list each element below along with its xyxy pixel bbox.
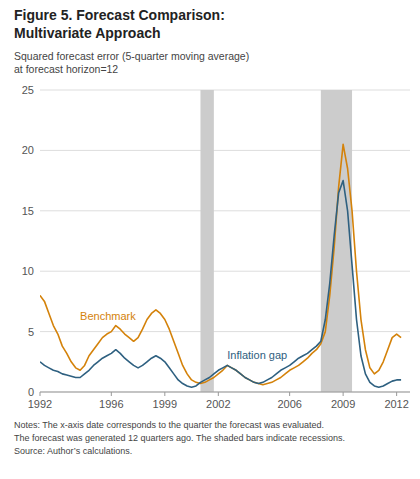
grid bbox=[40, 90, 410, 392]
y-tick-label: 15 bbox=[22, 205, 34, 217]
x-tick-label: 1992 bbox=[28, 398, 52, 410]
series-line bbox=[40, 144, 401, 384]
y-tick-label: 5 bbox=[28, 326, 34, 338]
note: Notes: The x-axis date corresponds to th… bbox=[14, 420, 324, 430]
x-tick bbox=[40, 392, 41, 396]
x-tick bbox=[343, 392, 344, 396]
series-label: Inflation gap bbox=[227, 349, 287, 361]
grid-line bbox=[40, 271, 410, 272]
x-tick bbox=[396, 392, 397, 396]
y-axis-label: Squared forecast error (5-quarter moving… bbox=[14, 50, 249, 62]
series-label: Benchmark bbox=[80, 310, 136, 322]
title: Figure 5. Forecast Comparison: bbox=[14, 7, 225, 23]
grid-line bbox=[40, 210, 410, 211]
grid-line bbox=[40, 90, 410, 91]
grid-line bbox=[40, 392, 410, 393]
x-tick bbox=[289, 392, 290, 396]
recession-band bbox=[200, 90, 213, 392]
chart: Figure 5. Forecast Comparison: Multivaria… bbox=[0, 0, 420, 479]
grid-line bbox=[40, 331, 410, 332]
y-tick-label: 25 bbox=[22, 84, 34, 96]
x-tick-label: 1996 bbox=[99, 398, 123, 410]
series-line bbox=[40, 181, 401, 388]
subtitle: Multivariate Approach bbox=[14, 25, 161, 41]
grid-line bbox=[40, 150, 410, 151]
x-tick-label: 2009 bbox=[331, 398, 355, 410]
note: The forecast was generated 12 quarters a… bbox=[14, 433, 345, 443]
x-tick-label: 2002 bbox=[206, 398, 230, 410]
x-tick-label: 1999 bbox=[153, 398, 177, 410]
x-tick bbox=[111, 392, 112, 396]
y-axis-label: at forecast horizon=12 bbox=[14, 63, 118, 75]
x-tick bbox=[218, 392, 219, 396]
y-tick-label: 20 bbox=[22, 144, 34, 156]
recession-band bbox=[321, 90, 352, 392]
plot-area bbox=[40, 90, 401, 392]
x-tick bbox=[164, 392, 165, 396]
x-tick-label: 2006 bbox=[277, 398, 301, 410]
note: Source: Author’s calculations. bbox=[14, 446, 132, 456]
y-tick-label: 0 bbox=[28, 386, 34, 398]
x-tick-label: 2012 bbox=[384, 398, 408, 410]
y-tick-label: 10 bbox=[22, 265, 34, 277]
x-axis-line bbox=[40, 392, 410, 393]
